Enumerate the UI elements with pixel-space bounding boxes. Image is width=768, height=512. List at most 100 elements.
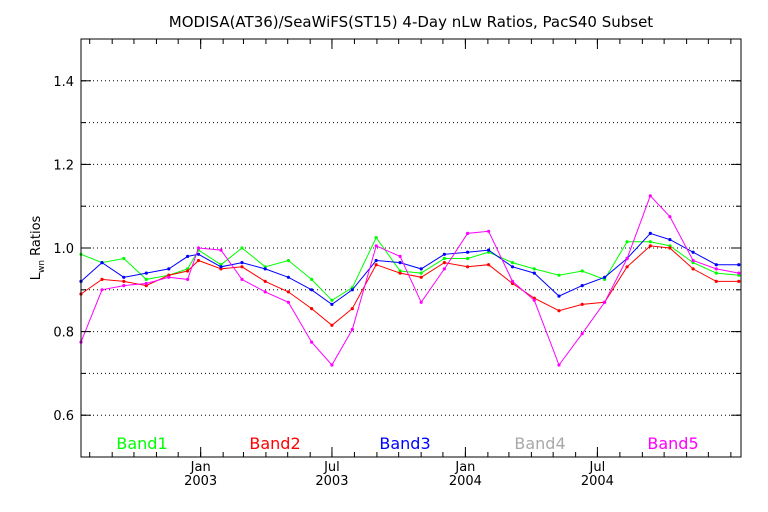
data-point (419, 300, 423, 304)
data-point (122, 275, 126, 279)
data-point (532, 267, 536, 271)
data-point (263, 267, 267, 271)
data-point (580, 284, 584, 288)
data-point (557, 294, 561, 298)
data-point (330, 298, 334, 302)
data-point (374, 244, 378, 248)
data-point (196, 252, 201, 256)
data-point (487, 229, 491, 233)
data-point (487, 263, 491, 267)
data-point (668, 238, 672, 242)
data-point (532, 271, 536, 275)
data-point (398, 254, 402, 258)
data-point (737, 279, 741, 283)
data-point (714, 263, 718, 267)
data-point (691, 258, 695, 263)
data-point (122, 256, 126, 261)
data-point (419, 275, 423, 279)
data-point (100, 288, 104, 292)
data-point (186, 269, 190, 273)
data-point (487, 248, 491, 252)
data-point (240, 246, 244, 250)
data-point (196, 246, 201, 250)
data-point (398, 271, 402, 275)
legend-item: Band5 (647, 434, 698, 453)
y-axis-label-subscript: wn (37, 260, 47, 273)
data-point (466, 265, 470, 269)
legend-item: Band3 (379, 434, 430, 453)
data-point (442, 252, 446, 256)
y-tick-label: 1.4 (53, 75, 74, 90)
data-point (350, 288, 354, 292)
data-point (419, 267, 423, 271)
data-point (186, 254, 190, 258)
data-point (219, 248, 223, 252)
data-point (286, 300, 290, 304)
x-tick-label-month: Jul (589, 460, 606, 475)
data-point (532, 298, 536, 302)
y-axis: 0.6 0.8 1.0 1.2 1.4 (53, 75, 741, 424)
data-point (648, 231, 652, 235)
data-point (625, 256, 629, 261)
data-point (219, 265, 223, 269)
data-point (442, 267, 446, 271)
data-point (580, 302, 584, 306)
data-point (167, 275, 171, 279)
legend: Band1 Band2 Band3 Band4 Band5 (116, 434, 698, 453)
plot-frame (80, 38, 742, 458)
data-point (374, 258, 378, 263)
data-point (330, 323, 334, 327)
data-point (668, 246, 672, 250)
data-point (310, 277, 314, 281)
data-point (648, 194, 652, 198)
data-point (603, 300, 607, 304)
series-line (80, 232, 739, 306)
series-line (80, 236, 739, 301)
legend-item: Band1 (116, 434, 167, 453)
x-tick-label-year: 2004 (581, 474, 614, 489)
data-point (100, 261, 104, 265)
data-point (186, 277, 190, 281)
x-tick-label-month: Jul (323, 460, 340, 475)
legend-item: Band4 (514, 434, 565, 453)
data-point (310, 340, 314, 344)
series-line (80, 245, 739, 326)
y-tick-label: 1.0 (53, 242, 74, 257)
y-tick-label: 0.6 (53, 409, 74, 424)
data-point (100, 277, 104, 281)
data-point (691, 267, 695, 271)
data-point (580, 332, 584, 336)
data-point (737, 271, 741, 275)
data-point (648, 240, 652, 244)
data-point (240, 261, 244, 265)
data-point (466, 256, 470, 261)
data-point (374, 263, 378, 267)
data-point (350, 327, 354, 332)
x-tick-label-year: 2004 (449, 474, 482, 489)
data-point (714, 271, 718, 275)
data-point (737, 263, 741, 267)
data-point (668, 215, 672, 219)
data-point (625, 265, 629, 269)
data-point (350, 307, 354, 311)
data-point (374, 236, 378, 240)
y-tick-label: 0.8 (53, 326, 74, 341)
series-Band3 (79, 231, 741, 306)
series-Band2 (79, 244, 741, 327)
series-line (80, 194, 739, 367)
data-point (580, 269, 584, 273)
series-lines (79, 194, 741, 367)
data-point (263, 279, 267, 283)
data-point (419, 271, 423, 275)
data-point (122, 284, 126, 288)
series-Band5 (79, 194, 741, 367)
data-point (510, 279, 515, 283)
data-point (557, 273, 561, 277)
data-point (263, 290, 267, 294)
data-point (330, 363, 334, 367)
data-point (310, 288, 314, 292)
data-point (144, 277, 148, 281)
chart-title: MODISA(AT36)/SeaWiFS(ST15) 4-Day nLw Rat… (169, 13, 654, 31)
